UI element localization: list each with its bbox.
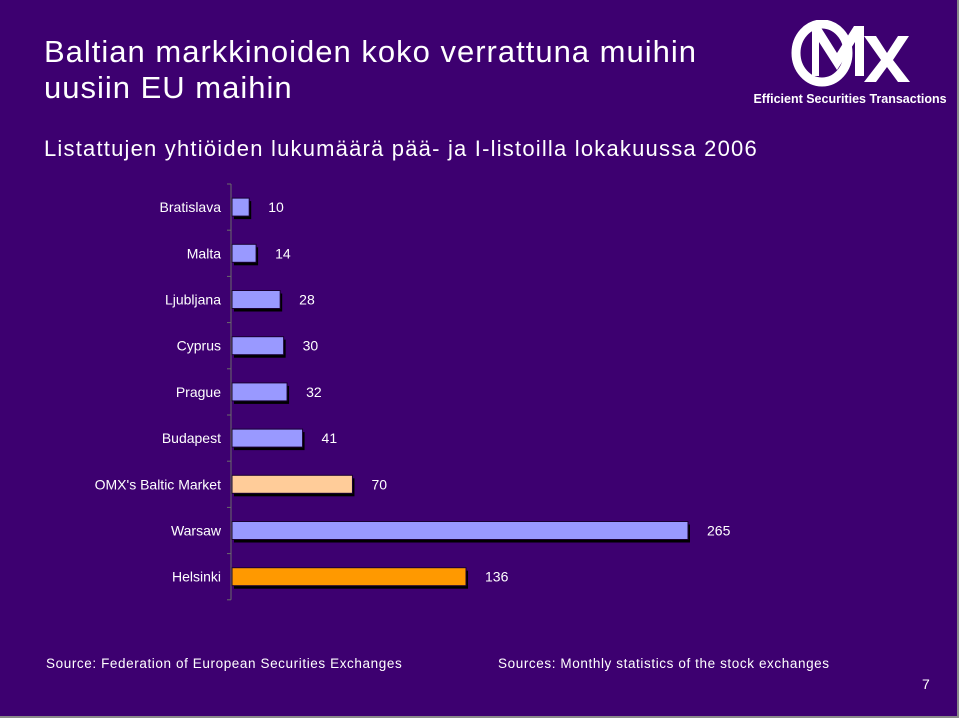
data-label: 41 [322,430,338,446]
chart-title: Listattujen yhtiöiden lukumäärä pää- ja … [44,136,758,161]
category-label: Bratislava [160,199,222,215]
bar [231,567,467,587]
category-label: Budapest [162,430,221,446]
category-label: Ljubljana [165,292,221,308]
data-label: 14 [275,245,291,261]
category-label: Helsinki [172,569,221,585]
category-label: OMX's Baltic Market [95,476,221,492]
page-number: 7 [922,676,930,692]
bar [231,428,304,448]
omx-logo-mark [791,19,910,87]
data-label: 28 [299,292,315,308]
category-label: Malta [187,245,221,261]
bar [231,243,257,263]
data-label: 10 [268,199,284,215]
category-label: Warsaw [171,523,222,539]
data-label: 32 [306,384,322,400]
data-label: 265 [707,523,731,539]
source-right: Sources: Monthly statistics of the stock… [498,656,830,671]
bar [231,382,288,402]
data-label: 136 [485,569,509,585]
bar [231,336,285,356]
data-label: 30 [303,338,319,354]
data-label: 70 [371,476,387,492]
slide-title: Baltian markkinoiden koko verrattuna mui… [44,34,697,105]
source-left: Source: Federation of European Securitie… [46,656,403,671]
bar [231,197,250,217]
bar [231,290,281,309]
bar [231,521,689,540]
category-label: Cyprus [177,338,221,354]
omx-logo: Efficient Securities Transactions [752,19,948,112]
bar [231,474,353,494]
category-label: Prague [176,384,221,400]
logo-tagline: Efficient Securities Transactions [753,92,947,106]
